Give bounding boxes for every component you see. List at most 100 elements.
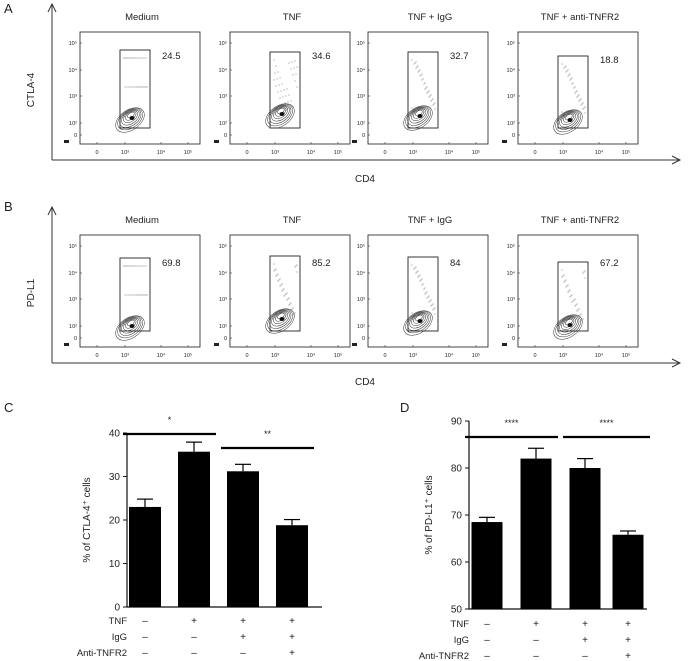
y-tick-label: 90: [451, 417, 463, 428]
y-tick-label: 10: [109, 559, 121, 570]
event-dot: [146, 294, 148, 296]
panel-c-label: C: [4, 400, 13, 415]
gate-percentage: 18.8: [600, 55, 619, 66]
event-dot: [429, 300, 431, 302]
flow-y-tick-label: 0: [224, 133, 227, 139]
event-dot: [286, 292, 288, 294]
event-dot: [126, 86, 128, 88]
event-dot: [283, 288, 285, 290]
event-dot: [286, 299, 288, 301]
event-dot: [563, 274, 565, 276]
flow-y-tick-label: 10⁴: [507, 67, 516, 74]
flow-y-tick-label: 0: [224, 336, 227, 342]
treatment-row-label: IgG: [454, 635, 469, 646]
contour-line: [409, 107, 428, 124]
event-dot: [565, 286, 567, 288]
event-dot: [421, 73, 423, 75]
event-dot: [135, 57, 137, 59]
event-dot: [571, 301, 573, 303]
contour-line: [561, 317, 576, 330]
gate-percentage: 84: [450, 258, 461, 269]
event-dot: [561, 269, 563, 271]
contour-core: [129, 324, 135, 328]
flow-panel-b: PD-L1 CD4 Medium 10⁵ 10⁴ 10³ 10² 0 0 10³ 10⁴ 10⁵ 69.…: [26, 205, 682, 388]
event-dot: [422, 283, 424, 285]
contour-line: [123, 318, 138, 331]
event-dot: [274, 269, 276, 271]
event-dot: [419, 274, 421, 276]
event-dot: [283, 295, 285, 297]
event-dot: [563, 67, 565, 69]
event-dot: [569, 289, 571, 291]
flow-plot-title: TNF: [283, 12, 302, 23]
event-dot: [565, 279, 567, 281]
flow-x-tick-label: 10⁴: [445, 149, 454, 156]
event-dot: [574, 86, 576, 88]
y-tick-label: 40: [109, 429, 121, 440]
event-dot: [279, 278, 281, 280]
event-dot: [137, 57, 139, 59]
event-dot: [428, 301, 430, 303]
event-dot: [295, 265, 297, 267]
event-dot: [581, 319, 583, 321]
event-dot: [292, 307, 294, 309]
event-dot: [416, 66, 418, 68]
flow-plot-title: TNF + anti-TNFR2: [541, 12, 619, 23]
x-axis-label: CD4: [355, 377, 375, 388]
flow-y-tick-label: 0: [362, 133, 365, 139]
panel-b-label: B: [4, 199, 13, 214]
contour-line: [267, 104, 293, 127]
event-dot: [426, 92, 428, 94]
event-dot: [580, 320, 582, 322]
event-dot: [571, 83, 573, 85]
event-dot: [578, 315, 580, 317]
contour-line: [269, 309, 292, 329]
axis-origin-marker: [352, 343, 357, 346]
event-dot: [140, 86, 142, 88]
event-dot: [141, 265, 143, 267]
event-dot: [273, 79, 275, 81]
event-dot: [280, 90, 282, 92]
event-dot: [413, 111, 415, 113]
flow-x-tick-label: 10³: [409, 353, 417, 359]
contour-line: [561, 112, 576, 125]
event-dot: [129, 265, 131, 267]
flow-plot-1: TNF 10⁵ 10⁴ 10³ 10² 0 0 10³ 10⁴ 10⁵ 85.2: [214, 215, 351, 359]
treatment-mark: –: [191, 632, 197, 643]
event-dot: [126, 294, 128, 296]
flow-y-tick-label: 10³: [219, 94, 227, 100]
event-dot: [280, 284, 282, 286]
event-dot: [283, 89, 285, 91]
event-dot: [565, 65, 567, 67]
contour-line: [411, 108, 426, 121]
event-dot: [416, 271, 418, 273]
flow-panel-a: CTLA-4 CD4 Medium 10⁵ 10⁴ 10³ 10² 0 0 10³ 10⁴ 10⁵ 24…: [26, 2, 682, 185]
significance-label: ****: [504, 418, 519, 428]
panel-a-label: A: [4, 1, 13, 16]
event-dot: [421, 79, 423, 81]
flow-y-tick-label: 10⁵: [357, 40, 365, 47]
treatment-row-label: TNF: [451, 619, 470, 630]
event-dot: [411, 312, 413, 314]
flow-y-tick-label: 0: [362, 336, 365, 342]
flow-x-tick-label: 10⁴: [307, 352, 316, 359]
event-dot: [582, 108, 584, 110]
event-dot: [413, 316, 415, 318]
flow-x-tick-label: 10³: [271, 150, 279, 156]
flow-x-tick-label: 10³: [121, 353, 129, 359]
event-dot: [582, 272, 584, 274]
bar-3: [612, 534, 644, 609]
event-dot: [124, 86, 126, 88]
event-dot: [419, 75, 421, 77]
treatment-mark: –: [142, 648, 148, 659]
event-dot: [569, 79, 571, 81]
flow-x-tick-label: 0: [245, 150, 248, 156]
event-dot: [294, 60, 296, 62]
bar-0: [129, 506, 161, 607]
event-dot: [293, 67, 295, 69]
event-dot: [433, 103, 435, 105]
event-dot: [292, 314, 294, 316]
flow-x-tick-label: 10⁵: [472, 149, 480, 156]
y-axis-label: % of CTLA-4⁺ cells: [82, 477, 93, 562]
event-dot: [130, 86, 132, 88]
